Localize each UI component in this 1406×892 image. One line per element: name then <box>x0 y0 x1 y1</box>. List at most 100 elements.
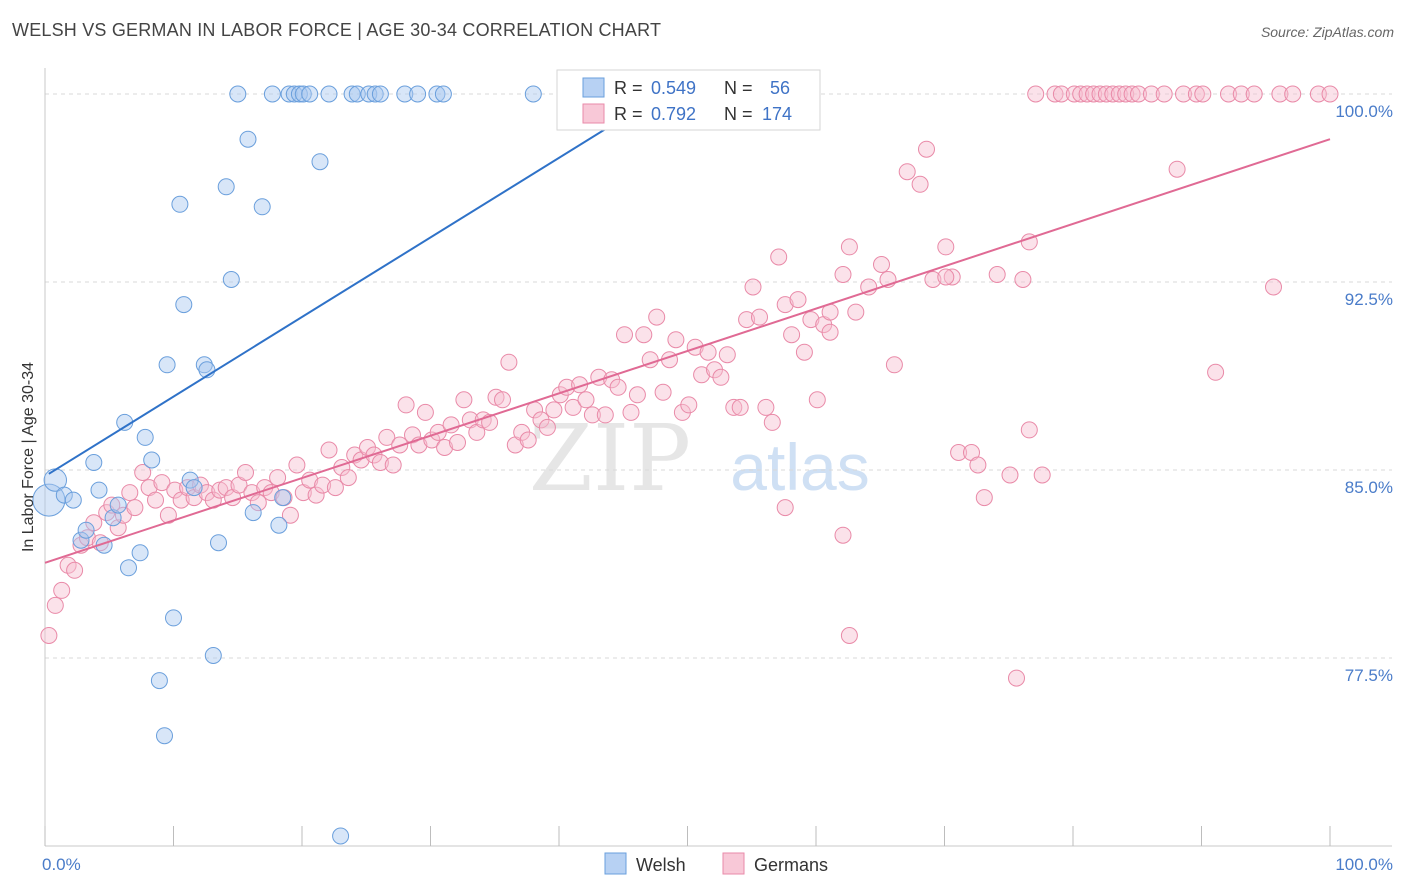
welsh-point <box>396 85 414 103</box>
germans-point <box>725 398 743 416</box>
y-tick-label: 92.5% <box>1345 290 1393 309</box>
germans-point <box>1046 85 1064 103</box>
welsh-point <box>156 727 173 745</box>
welsh-point <box>434 85 452 103</box>
germans-point <box>1078 85 1096 103</box>
germans-point <box>40 627 58 644</box>
germans-point <box>147 491 164 509</box>
germans-point <box>1175 85 1192 103</box>
germans-point <box>1245 85 1263 103</box>
welsh-point <box>185 479 203 497</box>
germans-point <box>757 398 775 416</box>
welsh-point <box>131 544 149 562</box>
germans-point <box>121 484 139 502</box>
welsh-point <box>311 153 329 171</box>
germans-point <box>53 581 71 599</box>
germans-point <box>1130 85 1147 103</box>
legend: Welsh Germans <box>604 852 828 875</box>
welsh-r-label: R = <box>614 78 643 98</box>
germans-point <box>1027 85 1045 103</box>
welsh-point <box>64 491 82 509</box>
welsh-point <box>77 521 95 539</box>
germans-points <box>40 85 1339 687</box>
germans-point <box>776 499 794 517</box>
germans-point <box>654 383 672 401</box>
welsh-point <box>320 85 338 103</box>
welsh-point <box>72 531 90 549</box>
welsh-r-value: 0.549 <box>651 78 696 98</box>
germans-point <box>1321 85 1339 103</box>
germans-point <box>943 268 961 286</box>
welsh-point <box>285 85 303 103</box>
legend-welsh-label: Welsh <box>636 855 686 875</box>
germans-point <box>783 326 801 344</box>
germans-point <box>937 268 955 286</box>
welsh-point <box>360 85 378 103</box>
germans-point <box>371 454 389 471</box>
source-label: Source: ZipAtlas.com <box>1260 24 1394 40</box>
welsh-n-label: N = <box>724 78 753 98</box>
germans-point <box>834 526 852 544</box>
welsh-point <box>222 271 240 288</box>
germans-point <box>808 391 826 409</box>
germans-point <box>1271 85 1289 103</box>
y-tick-label: 100.0% <box>1335 102 1393 121</box>
germans-point <box>680 396 698 414</box>
germans-point <box>1001 466 1019 484</box>
germans-point <box>975 489 993 507</box>
germans-point <box>821 323 839 341</box>
germans-point <box>320 441 338 459</box>
germans-point <box>564 398 582 416</box>
germans-point <box>1309 85 1327 103</box>
welsh-point <box>165 609 182 627</box>
welsh-point <box>409 85 427 103</box>
germans-point <box>860 278 878 296</box>
germans-r-label: R = <box>614 104 643 124</box>
x-tick-label: 0.0% <box>42 855 81 874</box>
germans-point <box>384 456 402 474</box>
welsh-point <box>371 85 389 103</box>
germans-point <box>1117 85 1135 103</box>
germans-point <box>66 561 84 579</box>
germans-point <box>339 469 357 487</box>
germans-point <box>1085 85 1103 103</box>
germans-point <box>1065 85 1083 103</box>
welsh-point <box>195 356 213 374</box>
welsh-point <box>120 559 137 577</box>
germans-point <box>1284 85 1302 103</box>
germans-point <box>1020 421 1038 439</box>
germans-point <box>840 238 858 256</box>
germans-point <box>1110 85 1128 103</box>
germans-point <box>1194 85 1212 103</box>
germans-point <box>109 519 127 537</box>
germans-point <box>667 331 685 349</box>
stats-box: R = 0.549 N = 56 R = 0.792 N = 174 <box>556 69 821 131</box>
legend-germans-label: Germans <box>754 855 828 875</box>
germans-point <box>885 356 903 374</box>
welsh-point <box>158 356 176 374</box>
welsh-point <box>294 85 312 103</box>
welsh-point <box>104 509 122 527</box>
germans-point <box>1155 85 1173 103</box>
germans-point <box>288 456 306 474</box>
germans-point <box>442 416 460 434</box>
welsh-point <box>524 85 542 103</box>
welsh-point <box>290 85 308 103</box>
welsh-point <box>301 85 319 103</box>
germans-point <box>455 391 473 409</box>
welsh-n-value: 56 <box>770 78 790 98</box>
germans-swatch <box>582 103 605 124</box>
germans-point <box>583 406 601 424</box>
germans-point <box>686 338 704 356</box>
germans-point <box>648 308 666 326</box>
germans-point <box>378 428 396 446</box>
welsh-point <box>239 130 257 148</box>
welsh-point <box>136 428 154 446</box>
germans-point <box>1232 85 1250 103</box>
welsh-points <box>32 85 581 845</box>
germans-point <box>712 368 730 386</box>
germans-point <box>1072 85 1090 103</box>
welsh-point <box>428 85 446 103</box>
y-tick-label: 85.0% <box>1345 478 1393 497</box>
germans-point <box>628 386 646 404</box>
